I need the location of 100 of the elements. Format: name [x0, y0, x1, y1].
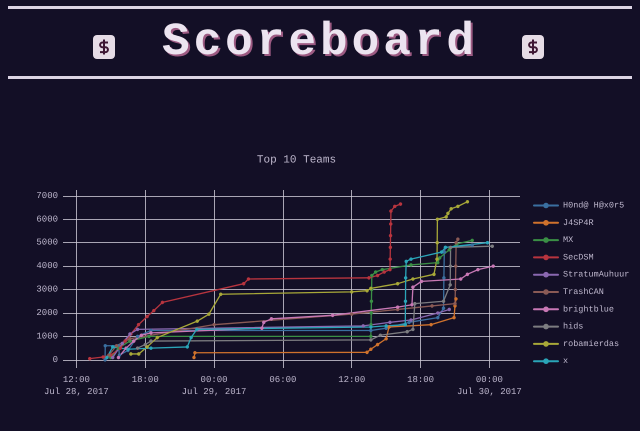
point: [404, 300, 408, 303]
point: [88, 356, 92, 360]
point: [136, 334, 140, 338]
y-tick-label: 1000: [36, 331, 58, 342]
point: [404, 276, 408, 280]
point: [219, 292, 222, 296]
point: [367, 276, 371, 280]
point: [404, 260, 408, 264]
point: [456, 204, 460, 208]
point: [370, 274, 374, 278]
point: [449, 206, 453, 210]
point: [436, 316, 440, 320]
point: [145, 345, 149, 349]
point: [389, 209, 393, 213]
point: [448, 264, 452, 268]
point: [149, 339, 153, 343]
point: [438, 256, 442, 260]
point: [120, 342, 124, 346]
point: [436, 311, 440, 315]
y-tick-label: 0: [52, 354, 58, 365]
point: [370, 300, 374, 303]
point: [212, 322, 216, 326]
point: [369, 325, 373, 329]
legend-label: hids: [563, 322, 584, 332]
point: [101, 355, 105, 359]
point: [410, 303, 414, 307]
point: [369, 334, 373, 338]
legend-label: TrashCAN: [563, 287, 604, 297]
point: [103, 358, 107, 362]
point: [388, 320, 392, 324]
point: [476, 268, 480, 272]
chart-title: Scoreboard: [160, 16, 480, 68]
y-tick-label: 6000: [36, 214, 58, 224]
point: [407, 320, 411, 324]
point: [436, 218, 440, 222]
y-tick-label: 7000: [36, 190, 58, 201]
point: [393, 204, 397, 208]
point: [369, 338, 373, 342]
point: [147, 334, 151, 338]
point: [149, 346, 153, 350]
point: [446, 212, 450, 216]
point: [129, 352, 133, 356]
point: [160, 300, 164, 304]
point: [143, 342, 147, 346]
point: [270, 317, 274, 321]
point: [382, 270, 386, 274]
point: [458, 277, 462, 281]
x-tick-label: 18:00: [407, 375, 434, 385]
point: [454, 288, 458, 292]
legend-label: H0nd@ H@x0r5: [563, 200, 624, 210]
point: [195, 319, 199, 323]
point: [145, 314, 149, 318]
point: [453, 302, 457, 306]
point: [350, 312, 354, 316]
point: [442, 306, 446, 310]
point: [376, 342, 380, 346]
point: [454, 297, 458, 301]
point: [104, 344, 108, 348]
point: [470, 238, 474, 242]
point: [195, 328, 199, 332]
point: [186, 345, 190, 349]
point: [384, 336, 388, 340]
legend-label: x: [563, 356, 568, 366]
point: [365, 350, 369, 354]
point: [193, 351, 197, 355]
point: [440, 250, 444, 254]
point: [136, 322, 140, 326]
point: [430, 304, 434, 308]
point: [136, 346, 140, 350]
point: [365, 288, 369, 292]
point: [429, 322, 433, 326]
point: [156, 336, 160, 340]
point: [380, 268, 384, 272]
point: [466, 272, 470, 276]
legend-label: StratumAuhuur: [563, 270, 630, 280]
chart-subtitle: Top 10 Teams: [256, 154, 336, 166]
point: [242, 282, 246, 286]
x-tick-label: 00:00 Jul 30, 2017: [457, 375, 522, 397]
legend-label: brightblue: [563, 304, 614, 314]
point: [207, 312, 211, 316]
point: [448, 283, 452, 287]
point: [140, 333, 144, 337]
point: [378, 333, 382, 337]
point: [260, 326, 264, 330]
point: [396, 305, 400, 309]
point: [442, 276, 446, 280]
legend-label: SecDSM: [563, 252, 594, 262]
point: [404, 322, 408, 326]
point: [110, 345, 114, 349]
point: [350, 290, 354, 294]
x-tick-label: 06:00: [269, 375, 296, 385]
point: [128, 336, 132, 340]
point: [466, 200, 470, 204]
x-tick-label: 18:00: [132, 375, 159, 385]
point: [388, 257, 392, 261]
point: [442, 300, 446, 303]
legend-label: robamierdas: [563, 338, 620, 349]
point: [432, 272, 436, 276]
point: [388, 268, 392, 272]
x-tick-label: 12:00 Jul 28, 2017: [44, 375, 109, 397]
